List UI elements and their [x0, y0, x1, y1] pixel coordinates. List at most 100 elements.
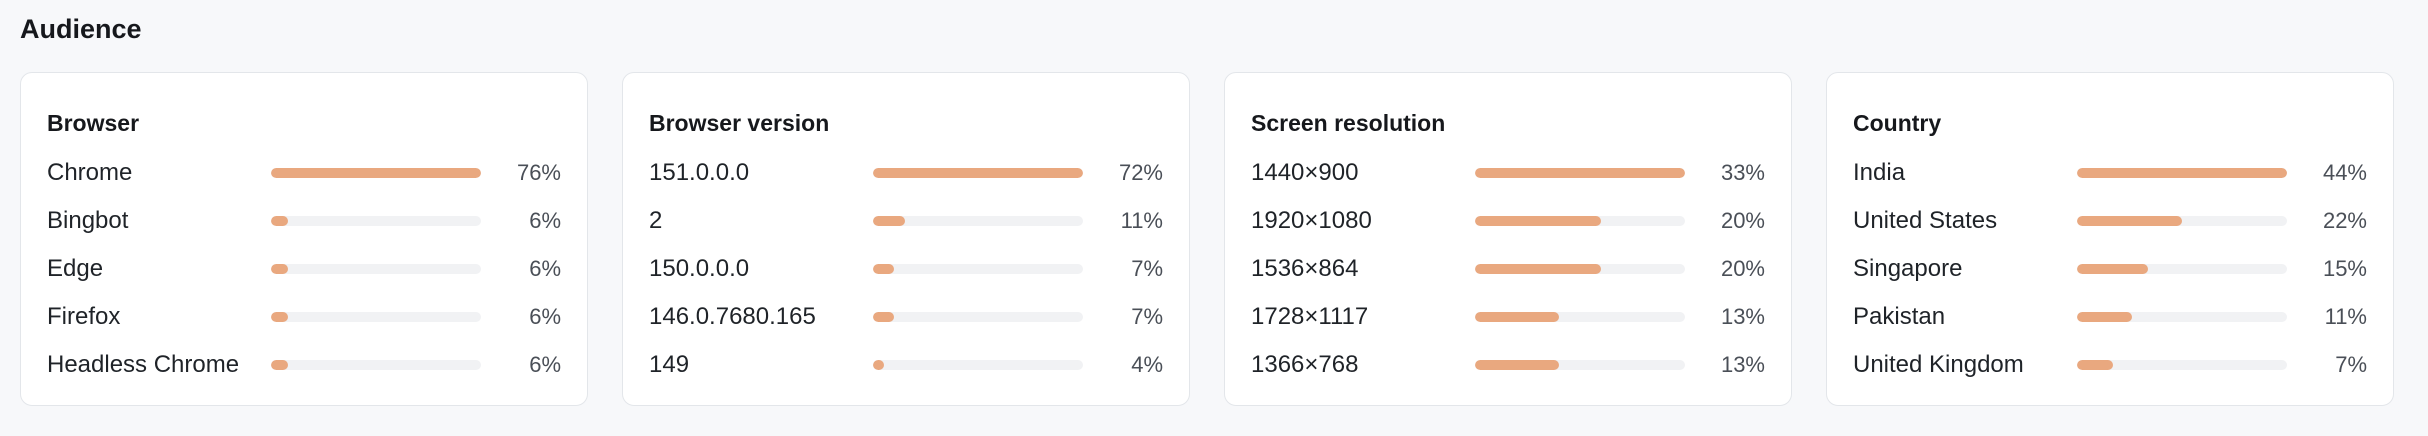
card-rows: 151.0.0.0 72% 2 11% 150.0.0.0 7% 146.0.7680…	[649, 149, 1163, 389]
row-label: Edge	[47, 255, 104, 282]
row-value: 6%	[529, 256, 561, 281]
bar-fill	[2077, 264, 2149, 274]
row-label: Firefox	[47, 303, 121, 330]
row-value: 13%	[1720, 352, 1765, 377]
bar-track	[873, 264, 1083, 274]
bar-track	[271, 312, 481, 322]
row-value: 22%	[2322, 208, 2367, 233]
bar-track	[2077, 168, 2287, 178]
row-value: 11%	[2324, 304, 2367, 329]
list-item[interactable]: 1440×900 33%	[1251, 149, 1765, 197]
list-item[interactable]: India 44%	[1853, 149, 2367, 197]
bar-fill	[1475, 312, 1559, 322]
row-value: 11%	[1120, 208, 1163, 233]
bar-fill	[271, 168, 481, 178]
row-label: Chrome	[47, 159, 133, 186]
list-item[interactable]: 1920×1080 20%	[1251, 197, 1765, 245]
list-item[interactable]: 149 4%	[649, 341, 1163, 389]
row-value: 4%	[1131, 352, 1163, 377]
row-value: 13%	[1720, 304, 1765, 329]
bar-track	[271, 216, 481, 226]
row-label: Bingbot	[47, 207, 129, 234]
bar-fill	[2077, 168, 2287, 178]
list-item[interactable]: 2 11%	[649, 197, 1163, 245]
card-title: Browser	[47, 110, 140, 136]
bar-track	[2077, 216, 2287, 226]
audience-cards: Browser Chrome 76% Bingbot 6% Edge 6% Firef…	[20, 72, 2394, 406]
row-label: 150.0.0.0	[649, 255, 750, 282]
card-rows: India 44% United States 22% Singapore 15% P…	[1853, 149, 2367, 389]
bar-fill	[873, 360, 884, 370]
bar-fill	[2077, 312, 2132, 322]
bar-fill	[1475, 360, 1559, 370]
bar-fill	[873, 168, 1083, 178]
list-item[interactable]: Headless Chrome 6%	[47, 341, 561, 389]
bar-track	[873, 216, 1083, 226]
row-label: 1536×864	[1251, 255, 1359, 282]
bar-track	[1475, 264, 1685, 274]
bar-fill	[873, 216, 905, 226]
list-item[interactable]: Singapore 15%	[1853, 245, 2367, 293]
row-label: 1728×1117	[1251, 303, 1369, 330]
list-item[interactable]: Bingbot 6%	[47, 197, 561, 245]
country-card: Country India 44% United States 22% Singap…	[1826, 72, 2394, 406]
bar-fill	[873, 312, 894, 322]
bar-track	[873, 360, 1083, 370]
bar-track	[1475, 216, 1685, 226]
bar-fill	[271, 264, 288, 274]
row-label: 146.0.7680.165	[649, 303, 816, 330]
list-item[interactable]: United States 22%	[1853, 197, 2367, 245]
list-item[interactable]: 1536×864 20%	[1251, 245, 1765, 293]
bar-fill	[1475, 216, 1601, 226]
card-rows: Chrome 76% Bingbot 6% Edge 6% Firefox 6% Hea…	[47, 149, 561, 389]
row-value: 33%	[1720, 160, 1765, 185]
screen-resolution-card: Screen resolution 1440×900 33% 1920×1080 2…	[1224, 72, 1792, 406]
list-item[interactable]: Edge 6%	[47, 245, 561, 293]
bar-track	[2077, 360, 2287, 370]
bar-fill	[271, 360, 288, 370]
row-value: 15%	[2322, 256, 2367, 281]
bar-track	[271, 168, 481, 178]
browser-card: Browser Chrome 76% Bingbot 6% Edge 6% Firef…	[20, 72, 588, 406]
list-item[interactable]: 1366×768 13%	[1251, 341, 1765, 389]
bar-track	[271, 360, 481, 370]
row-label: Singapore	[1853, 255, 1963, 282]
list-item[interactable]: United Kingdom 7%	[1853, 341, 2367, 389]
row-label: Pakistan	[1853, 303, 1946, 330]
bar-track	[1475, 168, 1685, 178]
bar-fill	[2077, 216, 2182, 226]
row-label: Headless Chrome	[47, 351, 240, 378]
row-value: 44%	[2322, 160, 2367, 185]
row-label: United States	[1853, 207, 1998, 234]
row-value: 20%	[1720, 208, 1765, 233]
row-label: 149	[649, 351, 690, 378]
list-item[interactable]: Chrome 76%	[47, 149, 561, 197]
bar-track	[1475, 312, 1685, 322]
card-title: Browser version	[649, 110, 830, 136]
card-rows: 1440×900 33% 1920×1080 20% 1536×864 20% 172…	[1251, 149, 1765, 389]
row-value: 72%	[1118, 160, 1163, 185]
list-item[interactable]: Firefox 6%	[47, 293, 561, 341]
list-item[interactable]: 151.0.0.0 72%	[649, 149, 1163, 197]
list-item[interactable]: Pakistan 11%	[1853, 293, 2367, 341]
row-label: 151.0.0.0	[649, 159, 750, 186]
row-label: United Kingdom	[1853, 351, 2024, 378]
list-item[interactable]: 146.0.7680.165 7%	[649, 293, 1163, 341]
bar-fill	[271, 216, 288, 226]
card-title: Screen resolution	[1251, 110, 1446, 136]
list-item[interactable]: 1728×1117 13%	[1251, 293, 1765, 341]
row-value: 6%	[529, 352, 561, 377]
card-title: Country	[1853, 110, 1942, 136]
row-value: 7%	[1131, 304, 1163, 329]
row-value: 7%	[1131, 256, 1163, 281]
bar-track	[873, 168, 1083, 178]
row-value: 76%	[516, 160, 561, 185]
bar-track	[2077, 312, 2287, 322]
bar-track	[1475, 360, 1685, 370]
list-item[interactable]: 150.0.0.0 7%	[649, 245, 1163, 293]
row-value: 7%	[2335, 352, 2367, 377]
row-label: 2	[649, 207, 663, 234]
bar-fill	[1475, 168, 1685, 178]
row-value: 6%	[529, 304, 561, 329]
bar-track	[2077, 264, 2287, 274]
